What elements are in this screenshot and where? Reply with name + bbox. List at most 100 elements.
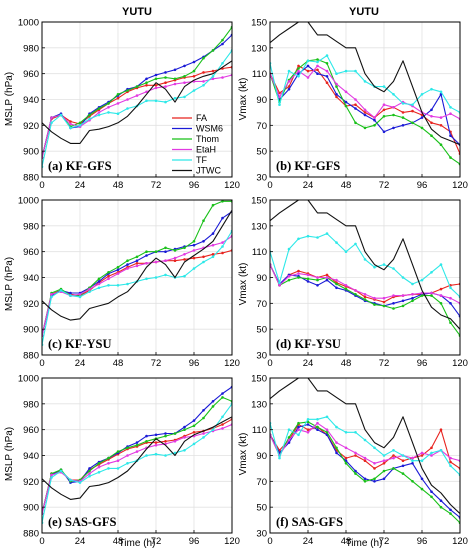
data-point-tf (78, 481, 82, 484)
data-point-tf (59, 469, 63, 473)
data-point-tf (221, 415, 224, 419)
data-point-thom (430, 134, 433, 137)
data-point-fa (335, 95, 338, 99)
data-point-wsm6 (344, 100, 348, 104)
data-point-etah (145, 90, 148, 94)
data-point-tf (88, 474, 91, 478)
tick-label-y: 110 (252, 247, 267, 258)
data-point-fa (278, 91, 281, 95)
data-point-wsm6 (439, 499, 443, 503)
tick-label-y: 50 (256, 325, 267, 336)
tick-label-x: 96 (417, 180, 428, 191)
data-point-etah (116, 272, 120, 275)
legend-item-etah: EtaH (172, 145, 216, 155)
data-point-tf (401, 454, 405, 457)
data-point-tf (316, 418, 319, 421)
data-point-tf (449, 286, 452, 290)
data-point-fa (373, 467, 376, 470)
legend-item-tf: TF (172, 155, 207, 165)
data-point-wsm6 (449, 134, 452, 137)
data-point-etah (183, 253, 186, 256)
data-point-thom (126, 259, 129, 263)
data-point-fa (325, 273, 329, 277)
data-point-tf (78, 124, 82, 127)
data-point-tf (401, 276, 405, 279)
data-point-etah (363, 456, 367, 460)
data-point-fa (325, 81, 329, 84)
tick-label-y: 110 (252, 69, 267, 80)
data-point-thom (221, 396, 224, 399)
tick-label-y: 920 (23, 121, 39, 132)
data-point-thom (202, 416, 205, 420)
data-point-thom (135, 255, 139, 259)
data-point-wsm6 (392, 126, 395, 130)
data-point-tf (344, 250, 348, 253)
tick-label-x: 48 (113, 536, 124, 547)
data-point-etah (154, 260, 158, 264)
data-point-etah (363, 293, 367, 296)
data-point-thom (439, 143, 443, 146)
tick-label-x: 72 (379, 536, 390, 547)
data-point-wsm6 (221, 42, 224, 46)
data-point-etah (287, 80, 291, 83)
data-point-thom (392, 113, 395, 117)
data-point-tf (221, 62, 224, 65)
data-point-tf (430, 87, 433, 91)
data-point-tf (183, 95, 186, 99)
data-point-wsm6 (316, 428, 319, 432)
data-point-wsm6 (116, 268, 120, 272)
tick-label-y: 900 (23, 325, 39, 336)
panel-6: 30 50 70 90 110 130 150 0 24 48 72 96 120 (f) SAS-GFS (251, 374, 468, 548)
tick-label-x: 96 (417, 536, 428, 547)
tick-label-x: 72 (379, 358, 390, 369)
panel-label: (a) KF-GFS (48, 159, 112, 173)
series-line-etah (42, 235, 232, 336)
data-point-tf (354, 431, 357, 434)
tick-label-x: 72 (379, 180, 390, 191)
data-point-tf (126, 462, 129, 465)
tick-label-x: 120 (224, 180, 240, 191)
data-point-etah (50, 473, 53, 477)
data-point-tf (107, 467, 110, 470)
tick-label-y: 900 (23, 503, 39, 514)
data-point-fa (297, 269, 300, 273)
tick-label-y: 920 (23, 477, 39, 488)
data-point-thom (107, 271, 110, 274)
data-point-thom (316, 278, 319, 282)
tick-label-x: 72 (151, 536, 162, 547)
data-point-thom (107, 102, 110, 105)
data-point-etah (173, 256, 177, 260)
data-point-fa (401, 459, 405, 463)
data-point-tf (78, 295, 82, 299)
data-point-etah (363, 108, 367, 112)
data-point-wsm6 (449, 508, 452, 512)
data-point-tf (392, 267, 395, 270)
data-point-tf (183, 274, 186, 278)
data-point-thom (97, 277, 101, 281)
data-point-etah (373, 296, 376, 300)
tick-label-y: 940 (23, 451, 39, 462)
data-point-wsm6 (202, 240, 205, 243)
data-point-etah (221, 76, 224, 79)
data-point-tf (382, 454, 386, 457)
tick-label-y: 980 (23, 43, 39, 54)
data-point-thom (192, 424, 196, 428)
data-point-thom (88, 113, 91, 117)
data-point-etah (354, 289, 357, 292)
data-point-fa (354, 454, 357, 457)
data-point-wsm6 (164, 71, 167, 74)
data-point-tf (107, 284, 110, 287)
tick-label-y: 880 (23, 173, 39, 184)
tick-label-y: 980 (23, 221, 39, 232)
data-point-thom (382, 469, 386, 473)
data-point-tf (297, 433, 300, 437)
data-point-thom (335, 446, 338, 450)
data-point-etah (316, 64, 319, 68)
data-point-etah (135, 450, 139, 453)
tick-label-x: 0 (39, 180, 44, 191)
data-point-thom (287, 436, 291, 439)
data-point-tf (145, 277, 148, 281)
data-point-etah (116, 459, 120, 463)
tick-label-y: 150 (251, 374, 267, 385)
tick-label-y: 920 (23, 299, 39, 310)
